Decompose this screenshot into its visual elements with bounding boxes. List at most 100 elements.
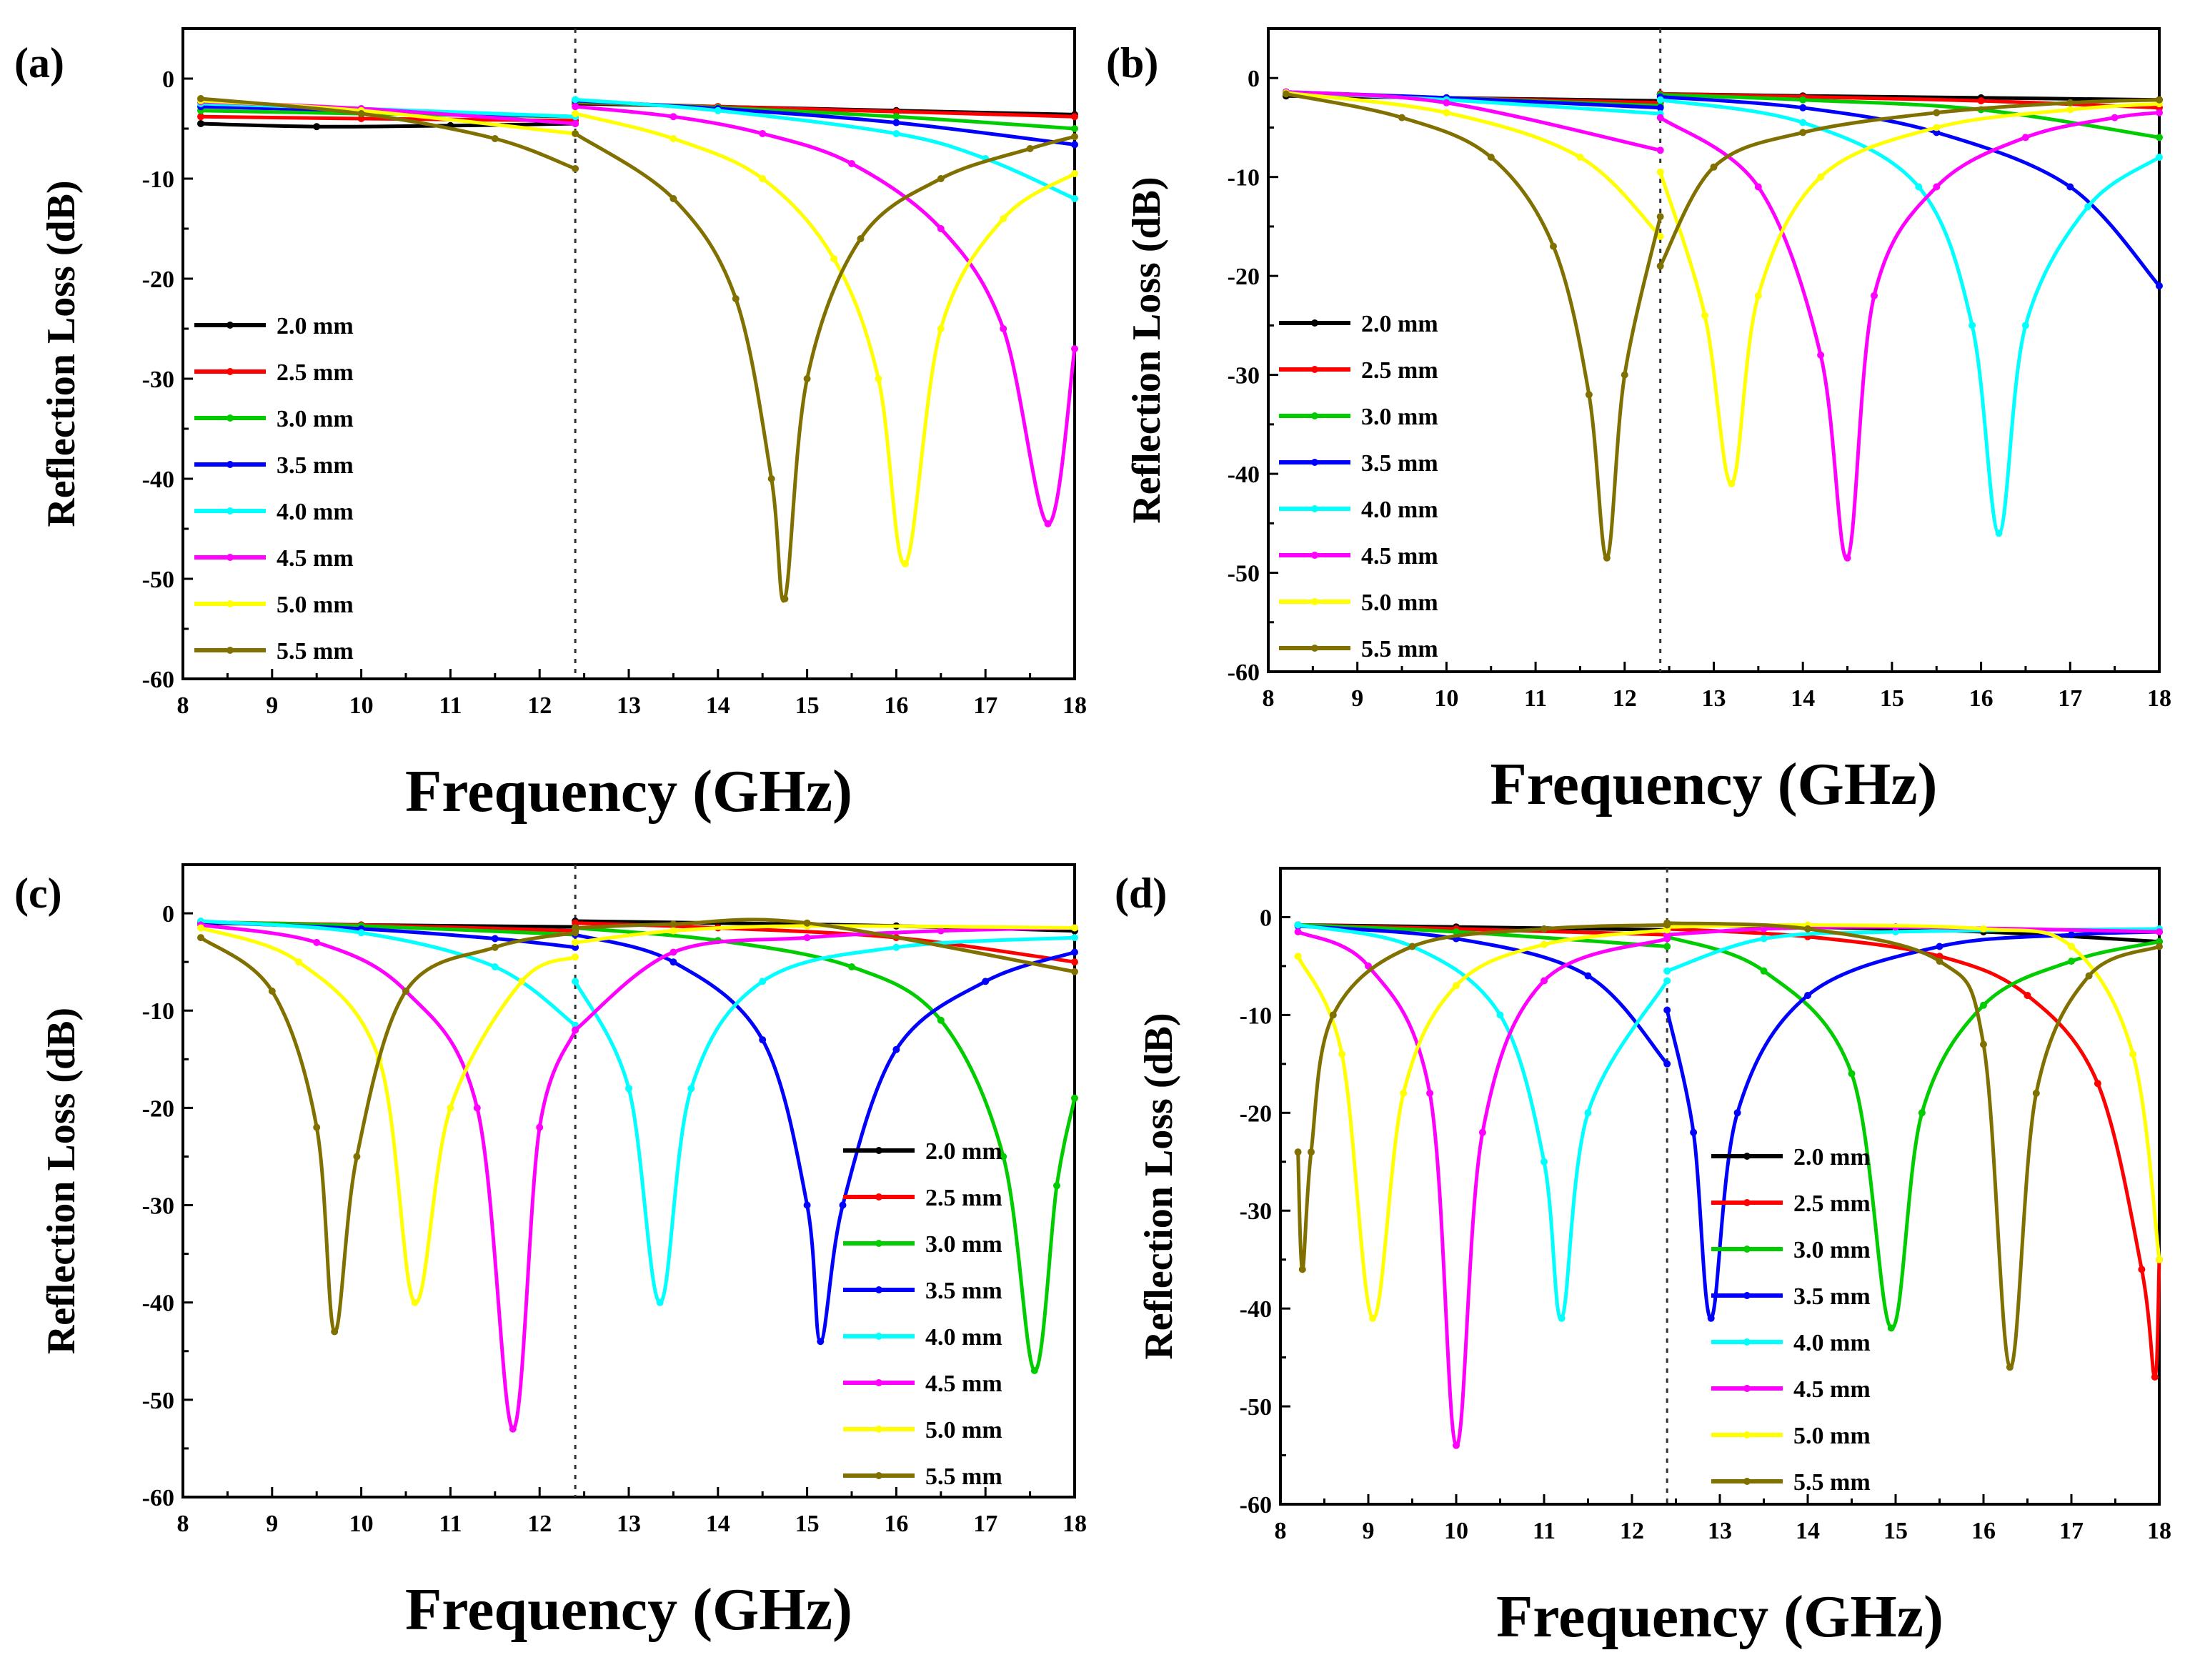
data-point (1294, 921, 1302, 929)
data-point (2068, 931, 2075, 939)
x-tick-label: 17 (973, 692, 997, 719)
y-tick-label: 0 (162, 66, 174, 93)
data-point (767, 475, 775, 482)
x-tick-label: 13 (1702, 685, 1726, 712)
x-tick-label: 18 (2147, 685, 2171, 712)
y-tick-label: -60 (142, 667, 174, 693)
x-tick-label: 16 (884, 1511, 908, 1537)
data-point (1728, 479, 1736, 487)
y-tick-label: -60 (1228, 660, 1260, 686)
x-tick-label: 12 (527, 1511, 552, 1537)
x-tick-label: 13 (617, 1511, 641, 1537)
data-point (1799, 104, 1807, 111)
series-line (575, 918, 1075, 974)
x-tick-label: 17 (973, 1511, 997, 1537)
data-point (268, 988, 276, 995)
data-point (2006, 1363, 2014, 1371)
data-point (572, 120, 579, 127)
x-tick-label: 16 (884, 692, 908, 719)
data-point (714, 106, 722, 114)
data-point (670, 113, 677, 121)
data-point (1799, 96, 1807, 104)
legend-marker (227, 322, 234, 329)
legend-entry: 3.0 mm (1361, 404, 1438, 430)
data-point (1398, 114, 1405, 121)
data-point (1443, 99, 1450, 106)
data-point (803, 934, 811, 942)
y-axis-title: Reflection Loss (dB) (1137, 1013, 1181, 1359)
data-point (1656, 146, 1664, 154)
series-line (1667, 927, 2161, 1379)
y-tick-label: -10 (1228, 165, 1260, 192)
series-line (574, 926, 1077, 1373)
data-point (2068, 943, 2075, 950)
data-point (1995, 530, 2003, 537)
x-axis-title: Frequency (GHz) (1490, 751, 1938, 817)
data-point (1453, 928, 1460, 935)
data-point (937, 927, 945, 935)
series-4-5-mm (1282, 88, 2163, 562)
legend-entry: 2.5 mm (925, 1185, 1002, 1211)
data-point (803, 375, 811, 382)
legend-entry: 2.5 mm (277, 359, 354, 386)
series-line (199, 930, 576, 1334)
series-line (574, 111, 1076, 566)
legend-entry: 3.5 mm (925, 1278, 1002, 1304)
data-point (2156, 943, 2163, 950)
legend-marker (1311, 598, 1318, 605)
series-line (1659, 111, 2160, 560)
data-point (1760, 925, 1768, 933)
x-tick-label: 8 (1275, 1518, 1287, 1544)
legend-entry: 2.0 mm (277, 313, 354, 339)
chart-panel-b: 8 9 10 11 12 13 14 15 16 17 18 0 -10 -20 -30 -40 -50 -60 2… (1106, 27, 2171, 817)
x-tick-label: 11 (439, 1511, 462, 1537)
y-tick-label: -10 (142, 998, 174, 1025)
data-point (1603, 554, 1611, 562)
data-point (1656, 114, 1664, 121)
x-tick-label: 9 (1351, 685, 1363, 712)
legend-entry: 4.0 mm (1361, 497, 1438, 523)
x-tick-label: 12 (527, 692, 552, 719)
x-tick-label: 12 (1620, 1518, 1644, 1544)
legend-entry: 3.5 mm (1793, 1283, 1871, 1310)
panel-label: (b) (1106, 39, 1158, 86)
y-tick-label: -50 (142, 1388, 174, 1414)
plot-frame (181, 27, 1076, 680)
y-tick-label: -40 (142, 467, 174, 493)
x-tick-label: 10 (349, 1511, 374, 1537)
legend-entry: 3.5 mm (1361, 450, 1438, 477)
data-point (2138, 1266, 2146, 1273)
x-tick-label: 10 (1434, 685, 1458, 712)
data-point (572, 103, 579, 111)
series-line (200, 923, 577, 1431)
legend: 2.0 mm 2.5 mm 3.0 mm 3.5 mm 4.0 mm 4.5 mm 5.0 … (1711, 1144, 1871, 1496)
data-point (473, 1104, 481, 1112)
data-point (1936, 943, 1943, 950)
data-point (857, 235, 865, 242)
x-tick-label: 17 (2059, 1518, 2084, 1544)
chart-panel-c: 8 9 10 11 12 13 14 15 16 17 18 0 -10 -20 -30 -40 -50 -60 2… (14, 863, 1087, 1643)
data-point (197, 120, 204, 127)
data-point (892, 130, 900, 137)
legend-entry: 3.0 mm (1793, 1237, 1871, 1263)
series-line (200, 96, 576, 171)
x-tick-label: 15 (795, 1511, 820, 1537)
plot-frame (1267, 27, 2161, 673)
legend-entry: 2.5 mm (1793, 1191, 1871, 1217)
data-point (1400, 1089, 1408, 1097)
data-point (1558, 1314, 1566, 1322)
x-tick-label: 13 (1708, 1518, 1732, 1544)
data-point (670, 958, 677, 966)
data-point (1656, 213, 1664, 221)
data-point (937, 225, 945, 232)
data-point (1663, 967, 1671, 975)
series-5-5-mm (197, 918, 1078, 1336)
legend-marker (875, 1240, 882, 1247)
data-point (803, 1201, 811, 1209)
data-point (1071, 968, 1078, 975)
data-point (2156, 1256, 2163, 1263)
data-point (197, 95, 204, 102)
data-point (1071, 958, 1078, 966)
data-point (313, 938, 321, 946)
legend-entry: 3.5 mm (277, 452, 354, 479)
